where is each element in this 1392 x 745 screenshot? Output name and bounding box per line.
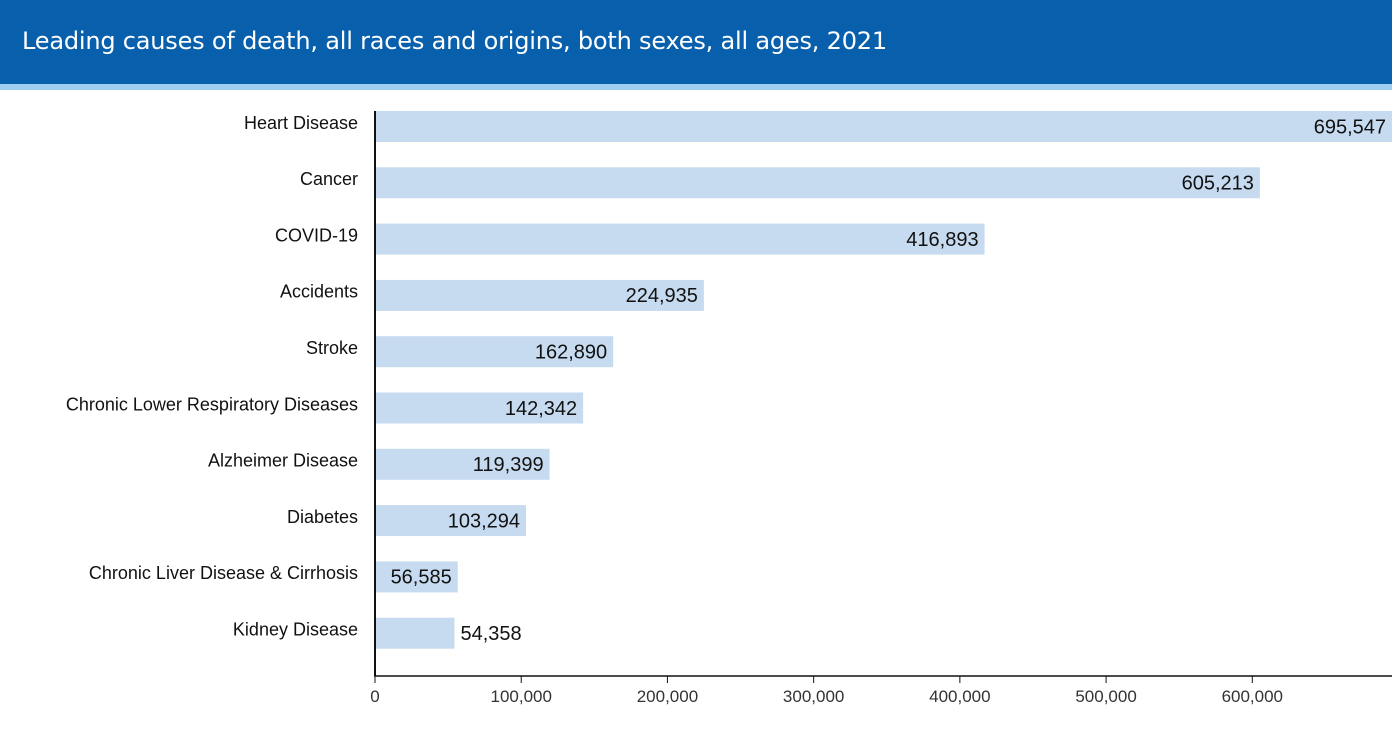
x-tick-label: 300,000 bbox=[783, 687, 844, 706]
bar bbox=[376, 561, 458, 593]
value-label: 54,358 bbox=[460, 623, 521, 645]
x-tick-label: 600,000 bbox=[1222, 687, 1283, 706]
category-label: Alzheimer Disease bbox=[208, 451, 358, 471]
x-tick-label: 400,000 bbox=[929, 687, 990, 706]
value-label: 103,294 bbox=[448, 510, 520, 532]
chart-header: Leading causes of death, all races and o… bbox=[0, 0, 1392, 90]
category-label: COVID-19 bbox=[275, 225, 358, 245]
x-tick-label: 200,000 bbox=[637, 687, 698, 706]
category-label: Accidents bbox=[280, 282, 358, 302]
category-label: Diabetes bbox=[287, 507, 358, 527]
category-label: Chronic Liver Disease & Cirrhosis bbox=[89, 563, 358, 583]
value-label: 142,342 bbox=[505, 398, 577, 420]
x-tick-label: 0 bbox=[370, 687, 379, 706]
category-label: Kidney Disease bbox=[233, 619, 358, 639]
category-label: Chronic Lower Respiratory Diseases bbox=[66, 394, 358, 414]
value-label: 162,890 bbox=[535, 341, 607, 363]
bar bbox=[376, 167, 1260, 199]
category-label: Cancer bbox=[300, 169, 358, 189]
bar bbox=[376, 448, 550, 480]
value-label: 224,935 bbox=[626, 285, 698, 307]
value-label: 119,399 bbox=[473, 454, 544, 476]
x-tick-label: 100,000 bbox=[490, 687, 551, 706]
chart-title: Leading causes of death, all races and o… bbox=[22, 27, 887, 55]
x-tick-label: 500,000 bbox=[1075, 687, 1136, 706]
value-label: 695,547 bbox=[1314, 116, 1386, 138]
bar bbox=[376, 617, 455, 649]
category-label: Stroke bbox=[306, 338, 358, 358]
bar bbox=[376, 111, 1392, 142]
bar bbox=[376, 392, 584, 424]
bar bbox=[376, 279, 704, 311]
bar bbox=[376, 336, 614, 368]
bar bbox=[376, 223, 985, 255]
bar bbox=[376, 505, 527, 537]
category-label: Heart Disease bbox=[244, 113, 358, 133]
value-label: 416,893 bbox=[906, 229, 978, 251]
value-label: 605,213 bbox=[1182, 173, 1254, 195]
value-label: 56,585 bbox=[391, 567, 452, 589]
